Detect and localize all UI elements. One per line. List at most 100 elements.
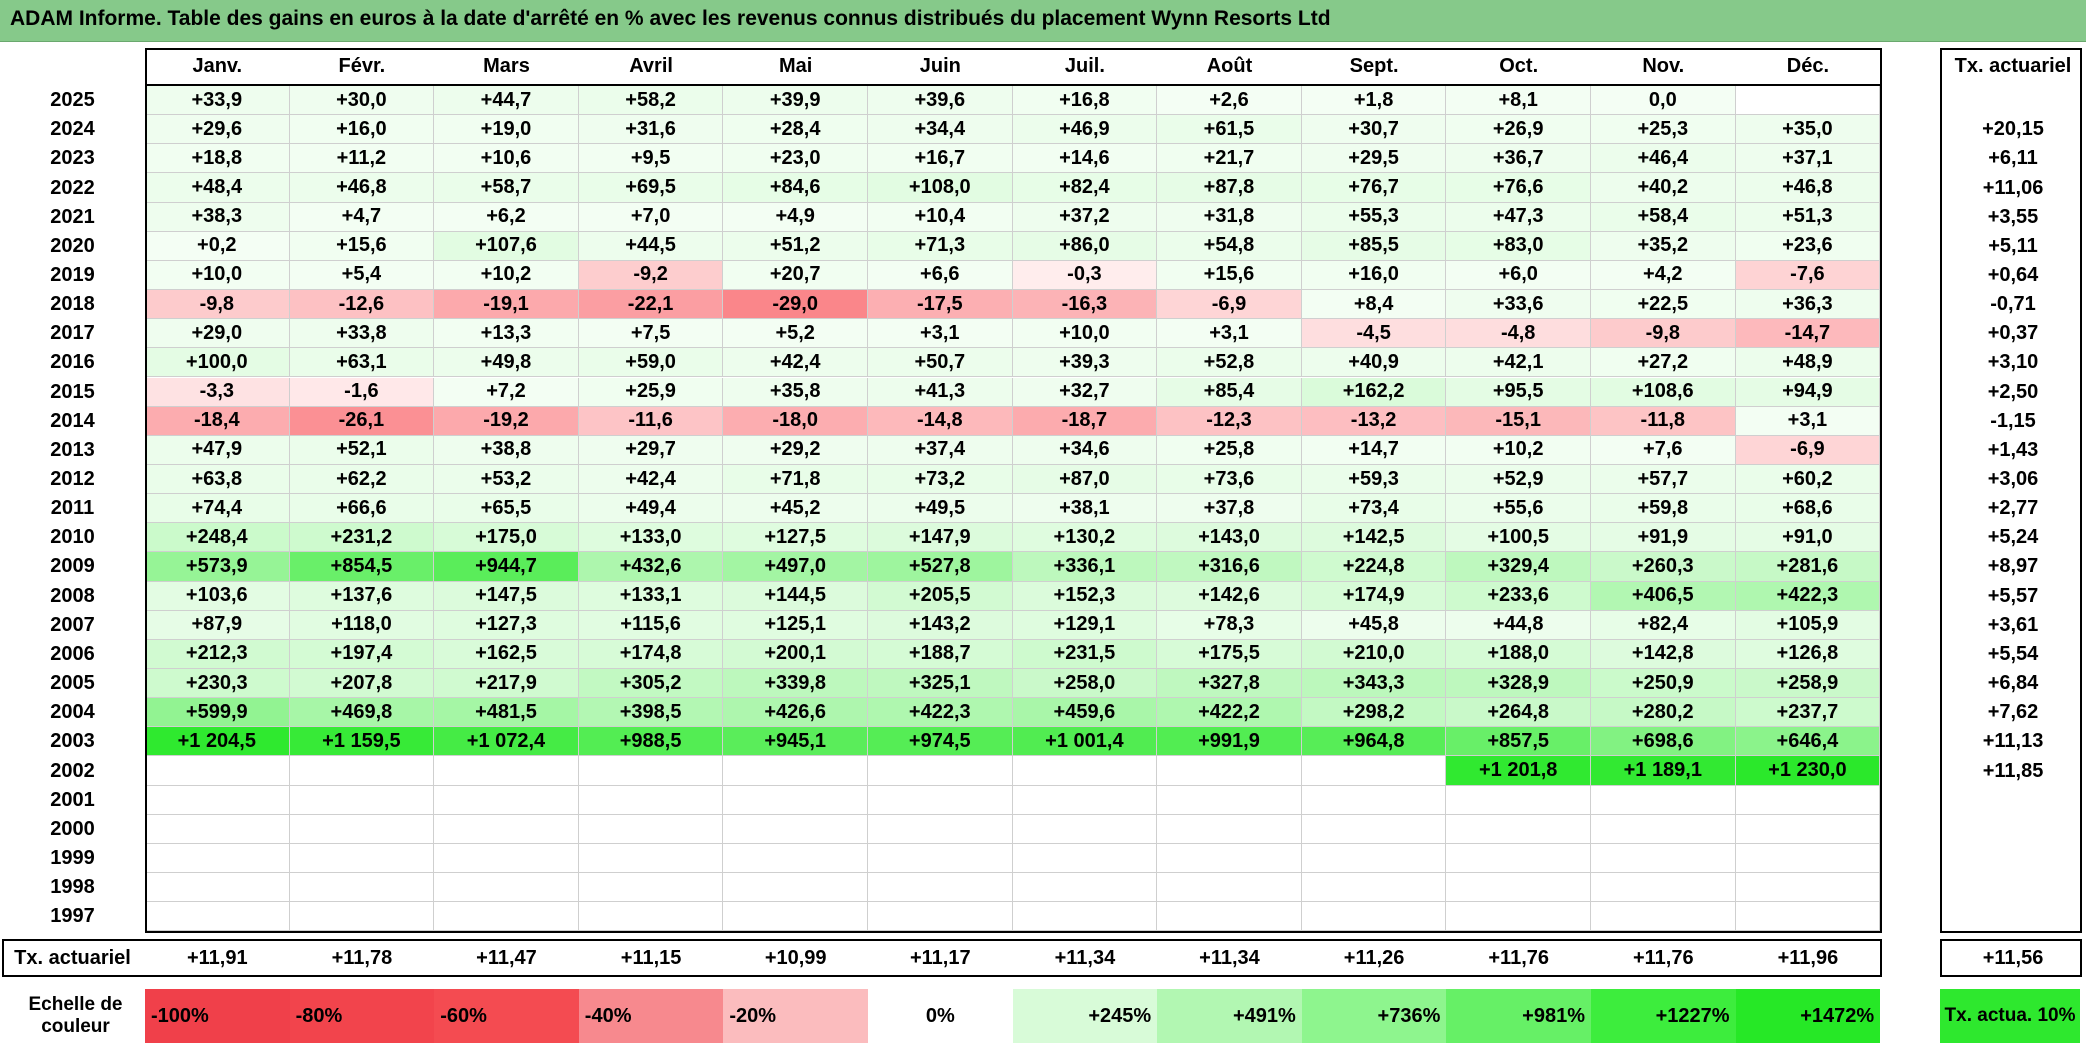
table-cell [868, 785, 1013, 815]
table-cell: +52,9 [1446, 464, 1591, 495]
table-cell: -18,0 [723, 406, 868, 436]
table-cell: -29,0 [723, 290, 868, 320]
annual-cell: +11,13 [1982, 730, 2044, 753]
footer-cell: +11,76 [1488, 946, 1549, 969]
table-cell: +406,5 [1591, 581, 1736, 611]
year-label: 2011 [50, 497, 95, 520]
table-cell: +1,8 [1301, 86, 1447, 116]
table-cell: +16,0 [1301, 260, 1447, 291]
table-cell: +44,5 [578, 231, 724, 261]
footer-annual: +11,56 [1982, 946, 2044, 969]
annual-cell: +0,37 [1987, 322, 2039, 345]
table-cell [1735, 843, 1881, 874]
table-cell: +162,5 [434, 639, 579, 669]
table-cell: +40,9 [1301, 348, 1447, 378]
table-cell: +260,3 [1591, 552, 1736, 582]
annual-cell: +7,62 [1987, 701, 2039, 724]
table-cell: +7,0 [578, 202, 724, 232]
table-cell: +45,2 [723, 494, 868, 524]
table-cell: +71,8 [723, 464, 868, 495]
year-label: 2002 [50, 759, 95, 782]
annual-cell [1940, 844, 2086, 873]
table-cell: +38,1 [1012, 494, 1158, 524]
scale-swatch: +736% [1301, 989, 1447, 1043]
table-cell: -15,1 [1446, 406, 1591, 436]
title-bar: ADAM Informe. Table des gains en euros à… [0, 0, 2086, 42]
table-cell: +69,5 [578, 173, 724, 203]
table-cell: +328,9 [1446, 669, 1591, 699]
table-cell: +65,5 [434, 494, 579, 524]
scale-annual-swatch: Tx. actua. 10% [1940, 989, 2080, 1043]
footer-cell: +11,34 [1054, 946, 1116, 969]
table-cell: +964,8 [1301, 727, 1447, 757]
table-cell: +47,3 [1446, 202, 1591, 232]
table-cell [1012, 843, 1158, 874]
month-header: Avril [629, 54, 673, 77]
year-label: 1998 [50, 876, 95, 899]
annual-cell: +3,06 [1987, 468, 2039, 490]
table-cell: +118,0 [289, 610, 435, 640]
table-cell: +1 001,4 [1012, 727, 1158, 757]
table-cell: -11,6 [578, 406, 724, 436]
table-cell [723, 902, 868, 932]
table-cell [868, 756, 1013, 786]
footer-cell: +11,47 [476, 946, 537, 969]
table-cell: +37,8 [1157, 494, 1302, 524]
table-cell [1157, 843, 1302, 874]
footer-cell: +11,76 [1632, 946, 1694, 969]
table-cell: +51,3 [1735, 202, 1881, 232]
table-cell: +147,5 [434, 581, 579, 611]
table-cell: +224,8 [1301, 552, 1447, 582]
table-cell [723, 843, 868, 874]
year-label: 2004 [50, 701, 95, 724]
year-label: 2021 [50, 205, 95, 228]
table-cell: +63,1 [289, 348, 435, 378]
table-cell: +33,6 [1446, 290, 1591, 320]
month-header: Juil. [1064, 54, 1105, 77]
table-cell [1301, 902, 1447, 932]
table-cell: +4,7 [289, 202, 435, 232]
table-cell: +3,1 [1157, 319, 1302, 349]
table-cell: +6,2 [434, 202, 579, 232]
table-cell: +945,1 [723, 727, 868, 757]
table-cell: +573,9 [145, 552, 290, 582]
table-cell: +91,0 [1735, 523, 1881, 553]
table-cell: +205,5 [868, 581, 1013, 611]
scale-swatch: -20% [723, 989, 868, 1043]
table-cell: +231,2 [289, 523, 435, 553]
table-cell: +52,8 [1157, 348, 1302, 378]
table-cell: +29,7 [578, 435, 724, 465]
table-cell: +94,9 [1735, 377, 1881, 407]
table-cell: -19,2 [434, 406, 579, 436]
table-cell: +133,0 [578, 523, 724, 553]
scale-swatch: 0% [868, 989, 1013, 1043]
table-cell: +52,1 [289, 435, 435, 465]
table-cell: +398,5 [578, 698, 724, 728]
table-cell: +44,8 [1446, 610, 1591, 640]
table-cell: +25,8 [1157, 435, 1302, 465]
scale-swatch: -60% [434, 989, 579, 1043]
year-label: 2014 [50, 409, 95, 432]
table-cell: -9,2 [578, 260, 724, 291]
table-cell: +73,6 [1157, 464, 1302, 495]
table-cell: -11,8 [1591, 406, 1736, 436]
table-cell: -4,5 [1301, 319, 1447, 349]
table-cell: +51,2 [723, 231, 868, 261]
table-cell: +133,1 [578, 581, 724, 611]
table-cell [434, 843, 579, 874]
annual-cell: +2,50 [1987, 380, 2039, 403]
table-cell: +100,0 [145, 348, 290, 378]
table-cell [1591, 902, 1736, 932]
table-cell: +29,5 [1301, 144, 1447, 174]
month-header: Sept. [1349, 54, 1399, 77]
table-cell: +991,9 [1157, 727, 1302, 757]
table-cell: -19,1 [434, 290, 579, 320]
table-cell [434, 814, 579, 844]
scale-swatch: +1227% [1591, 989, 1736, 1043]
table-cell: -6,9 [1735, 435, 1881, 465]
table-cell: -22,1 [578, 290, 724, 320]
table-cell: +15,6 [1157, 260, 1302, 291]
table-cell [868, 814, 1013, 844]
table-cell [1735, 873, 1881, 903]
table-cell: +71,3 [868, 231, 1013, 261]
